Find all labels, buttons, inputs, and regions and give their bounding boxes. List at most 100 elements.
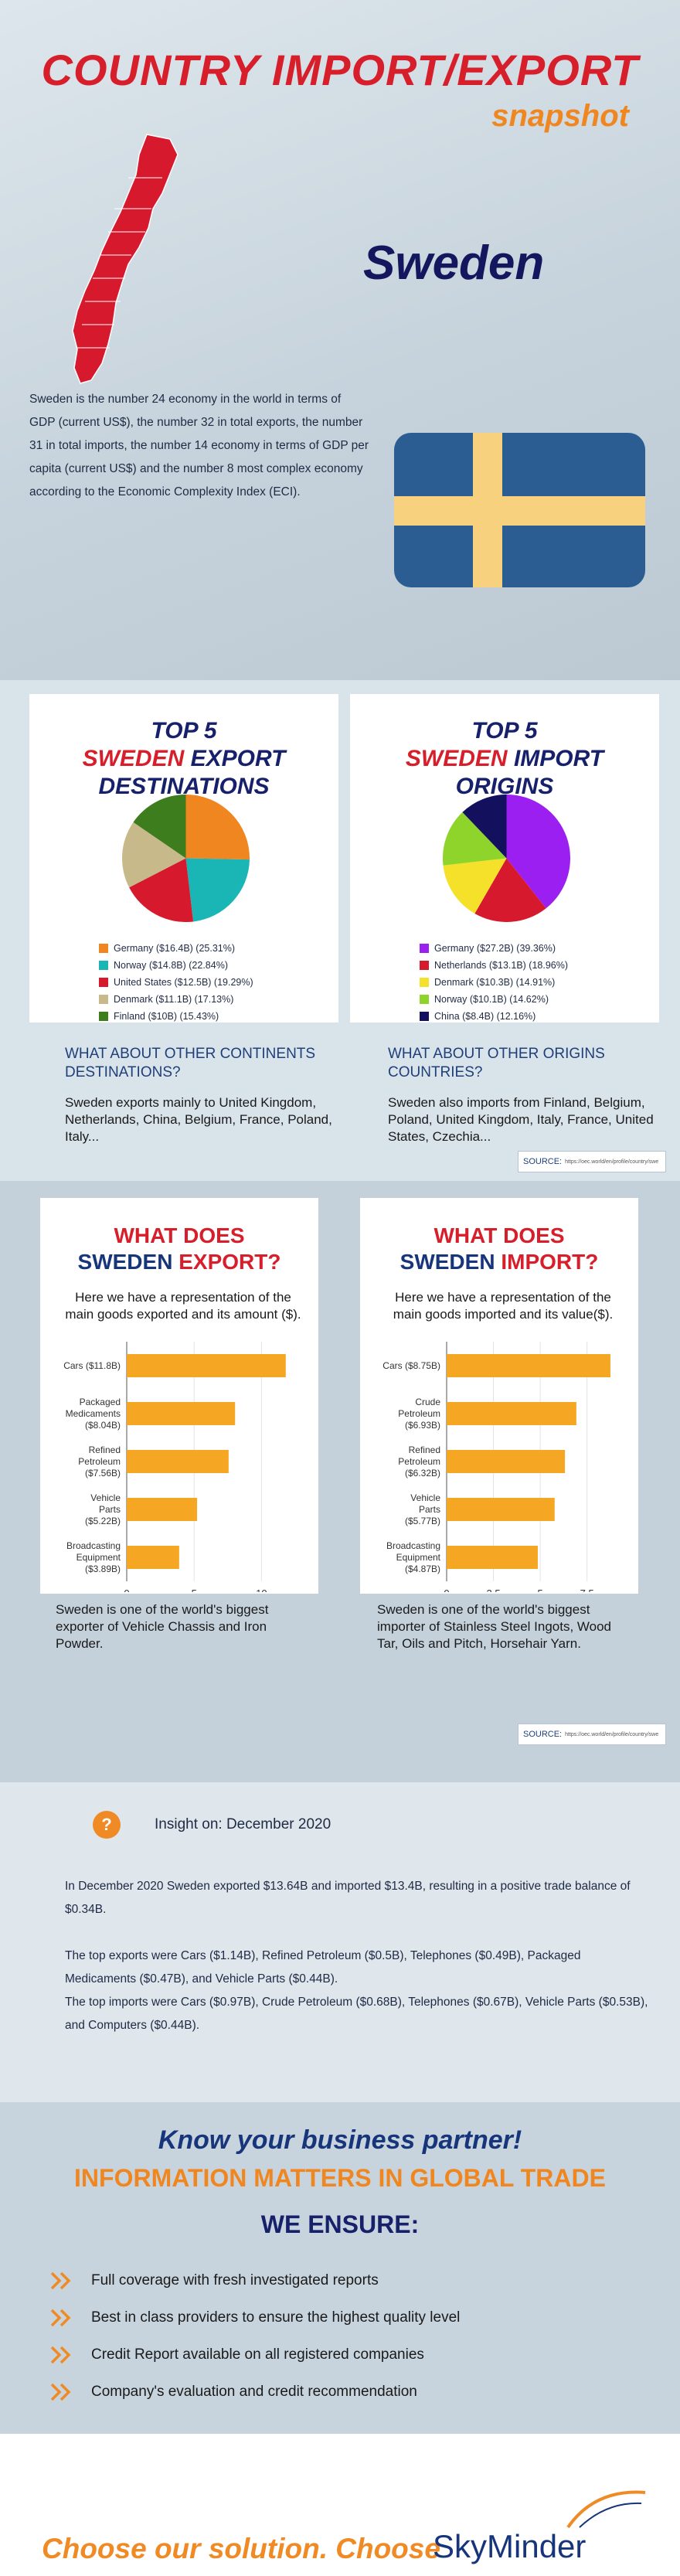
legend-entry: Finland ($10B) (15.43%) [99,1008,253,1025]
legend-swatch [99,961,108,970]
export-question: WHAT ABOUT OTHER CONTINENTS DESTINATIONS… [65,1046,316,1080]
bar [127,1354,286,1377]
import-card-title: TOP 5 SWEDEN IMPORT ORIGINS [350,717,659,801]
sweden-map-icon [72,134,178,384]
legend-swatch [99,1012,108,1021]
legend-label: Norway ($14.8B) (22.84%) [114,960,228,971]
know-partner-heading: Know your business partner! [158,2125,522,2155]
import-pie-legend: Germany ($27.2B) (39.36%) Netherlands ($1… [420,940,568,1025]
source-link-2[interactable]: https://oec.world/en/profile/country/swe [565,1731,659,1737]
y-category-label: Broadcasting Equipment ($4.87B) [386,1540,441,1574]
pie-slice [474,858,546,922]
import-card-title-word: IMPORT [513,746,604,771]
legend-swatch [420,978,429,987]
y-category-label: Packaged Medicaments ($8.04B) [66,1397,121,1431]
y-category-label: Refined Petroleum ($7.56B) [78,1445,121,1479]
y-category-label: Crude Petroleum ($6.93B) [398,1397,440,1431]
export-goods-subtitle: Here we have a representation of the mai… [65,1290,301,1322]
ensure-list: Full coverage with fresh investigated re… [49,2262,460,2411]
legend-swatch [420,944,429,953]
pie-slice [443,812,507,866]
x-tick-label: 5 [192,1587,197,1592]
pie-slice [185,858,250,922]
export-destinations-card: TOP 5 SWEDEN EXPORT DESTINATIONS Germany… [29,694,338,1023]
export-card-title-country: SWEDEN [82,746,185,771]
x-tick-label: 0 [444,1587,449,1592]
source-badge-2: SOURCE: https://oec.world/en/profile/cou… [518,1724,666,1745]
legend-entry: China ($8.4B) (12.16%) [420,1008,568,1025]
skyminder-swoosh-icon [566,2490,646,2529]
import-goods-title-country: SWEDEN [400,1250,495,1274]
legend-entry: Germany ($16.4B) (25.31%) [99,940,253,957]
import-goods-card: WHAT DOES SWEDEN IMPORT? Here we have a … [360,1198,638,1594]
sweden-flag-icon [394,433,645,587]
legend-label: Germany ($27.2B) (39.36%) [434,943,556,954]
ensure-item-text: Best in class providers to ensure the hi… [91,2309,461,2326]
ensure-item: Full coverage with fresh investigated re… [49,2262,460,2299]
source-link[interactable]: https://oec.world/en/profile/country/swe [565,1159,659,1165]
bar [447,1450,566,1473]
ensure-item-text: Full coverage with fresh investigated re… [91,2272,379,2288]
legend-label: Norway ($10.1B) (14.62%) [434,994,549,1005]
legend-swatch [99,944,108,953]
insight-body: In December 2020 Sweden exported $13.64B… [65,1875,652,2037]
bar [127,1546,179,1569]
pie-slice [122,822,186,888]
insight-title: Insight on: December 2020 [155,1816,332,1832]
we-ensure-heading: WE ENSURE: [260,2210,420,2238]
export-goods-note: Sweden is one of the world's biggest exp… [56,1602,269,1651]
export-goods-title-country: SWEDEN [77,1250,173,1274]
import-question: WHAT ABOUT OTHER ORIGINS COUNTRIES? [388,1046,605,1080]
goods-section: WHAT DOES SWEDEN EXPORT? Here we have a … [0,1181,680,1782]
legend-entry: Netherlands ($13.1B) (18.96%) [420,957,568,974]
legend-label: Denmark ($10.3B) (14.91%) [434,977,556,988]
bar [447,1354,610,1377]
import-goods-title: WHAT DOES SWEDEN IMPORT? [360,1223,638,1275]
x-tick-label: 10 [256,1587,267,1592]
country-name: Sweden [363,237,545,290]
source-badge: SOURCE: https://oec.world/en/profile/cou… [518,1151,666,1172]
insight-paragraph-imports: The top imports were Cars ($0.97B), Crud… [65,1996,648,2032]
bar [127,1498,198,1521]
skyminder-logo[interactable]: SkyMinder [433,2528,586,2564]
legend-swatch [99,978,108,987]
import-card-title-country: SWEDEN [405,746,508,771]
insight-paragraph-balance: In December 2020 Sweden exported $13.64B… [65,1880,631,1916]
x-tick-label: 2.5 [487,1587,501,1592]
export-goods-title: WHAT DOES SWEDEN EXPORT? [40,1223,318,1275]
export-pie-chart [122,795,250,922]
legend-swatch [420,995,429,1004]
legend-entry: United States ($12.5B) (19.29%) [99,974,253,991]
y-category-label: Cars ($11.8B) [63,1360,121,1371]
legend-label: Denmark ($11.1B) (17.13%) [114,994,234,1005]
legend-entry: Germany ($27.2B) (39.36%) [420,940,568,957]
ensure-item: Credit Report available on all registere… [49,2336,460,2374]
export-card-title-line1: TOP 5 [151,718,217,744]
legend-label: China ($8.4B) (12.16%) [434,1011,536,1022]
bar [127,1450,229,1473]
import-goods-subtitle: Here we have a representation of the mai… [393,1290,614,1322]
question-icon: ? [93,1811,121,1839]
chevron-right-icon [50,2271,71,2290]
page-title: COUNTRY IMPORT/EXPORT [41,46,639,94]
insight-paragraph-exports: The top exports were Cars ($1.14B), Refi… [65,1949,581,1986]
x-tick-label: 0 [124,1587,129,1592]
pie-slice [133,795,186,859]
chevron-right-icon [50,2383,71,2401]
export-goods-title-line1: WHAT DOES [114,1223,245,1247]
pie-slice [129,858,194,922]
y-category-label: Vehicle Parts ($5.22B) [85,1492,121,1526]
legend-swatch [99,995,108,1004]
pie-slice [462,795,507,859]
trade-partners-section: TOP 5 SWEDEN EXPORT DESTINATIONS Germany… [0,680,680,1181]
legend-swatch [420,961,429,970]
y-category-label: Cars ($8.75B) [382,1360,440,1371]
export-answer: Sweden exports mainly to United Kingdom,… [65,1095,332,1144]
export-goods-bar-chart: 0 5 10 Cars ($11.8B) PackagedMedicaments($8.… [63,1342,286,1592]
pie-slice [506,795,570,909]
footer-tagline: Choose our solution. Choose [42,2533,440,2564]
bar [447,1402,576,1425]
source-label: SOURCE: [523,1157,563,1166]
legend-entry: Denmark ($11.1B) (17.13%) [99,991,253,1008]
pie-slice [443,858,507,914]
